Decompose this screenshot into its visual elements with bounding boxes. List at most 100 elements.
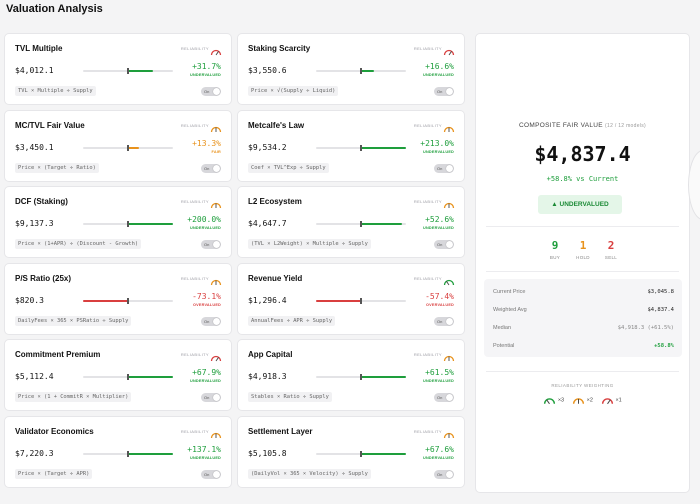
toggle-knob [446, 470, 453, 478]
toggle-knob [213, 164, 220, 172]
signal-count-buy: 9 BUY [540, 239, 570, 260]
model-card: Metcalfe's Law RELIABILITY $9,534.2 +213… [237, 109, 465, 182]
reliability-label: RELIABILITY [180, 352, 209, 357]
model-toggle[interactable]: On [434, 316, 454, 326]
model-toggle[interactable]: On [201, 163, 221, 173]
model-percent: +31.7% [192, 62, 221, 71]
model-card: DCF (Staking) RELIABILITY $9,137.3 +200.… [4, 186, 232, 258]
toggle-knob [446, 164, 453, 172]
reliability-gauge-icon [210, 426, 222, 438]
reliability-label: RELIABILITY [180, 428, 209, 434]
reliability-label: RELIABILITY [413, 275, 442, 281]
model-formula: (DailyVol × 365 × Velocity) ÷ Supply [248, 468, 371, 479]
current-price-marker [127, 144, 129, 151]
current-price-marker [360, 374, 362, 380]
model-percent: +200.0% [187, 215, 221, 224]
valuation-bar-fill [128, 452, 173, 455]
model-percent: -73.1% [192, 291, 221, 301]
valuation-bar [83, 68, 173, 74]
valuation-bar [316, 68, 406, 74]
model-name: Staking Scarcity [248, 44, 311, 53]
model-formula: AnnualFees ÷ APR ÷ Supply [248, 315, 336, 326]
toggle-label: On [204, 242, 210, 247]
model-price: $4,647.7 [248, 219, 287, 228]
models-count-note: (12 / 12 models) [605, 123, 646, 129]
stat-row: Weighted Avg $4,837.4 [493, 307, 674, 317]
model-toggle[interactable]: On [434, 240, 454, 249]
reliability-label: RELIABILITY [413, 352, 442, 357]
valuation-bar [316, 297, 406, 304]
valuation-bar-fill [128, 376, 173, 378]
reliability-weighting-legend: ×3 ×2 ×1 [476, 395, 689, 405]
model-card: App Capital RELIABILITY $4,918.3 +61.5% … [237, 339, 465, 411]
valuation-bar [316, 221, 406, 227]
signal-label: SELL [604, 255, 618, 260]
model-percent: +213.0% [420, 138, 454, 148]
toggle-label: On [437, 318, 443, 324]
valuation-bar-fill [83, 299, 128, 302]
toggle-label: On [204, 165, 210, 171]
toggle-label: On [204, 89, 210, 94]
valuation-bar [83, 374, 173, 380]
model-status: UNDERVALUED [423, 379, 454, 383]
model-price: $820.3 [15, 295, 44, 305]
signal-count: 9 [551, 239, 559, 252]
current-price-marker [360, 450, 362, 457]
model-name: MC/TVL Fair Value [15, 120, 85, 130]
reliability-gauge-icon [443, 196, 455, 209]
status-badge: ▲ UNDERVALUED [538, 195, 622, 214]
model-status: UNDERVALUED [423, 455, 454, 460]
model-status: OVERVALUED [192, 302, 221, 307]
model-price: $9,534.2 [248, 142, 287, 152]
stat-value: $3,045.8 [647, 289, 675, 295]
reliability-gauge-icon [443, 273, 455, 285]
valuation-bar [83, 144, 173, 151]
status-badge-label: UNDERVALUED [559, 201, 609, 208]
current-price-marker [127, 221, 129, 227]
model-status: UNDERVALUED [190, 226, 221, 230]
model-price: $7,220.3 [15, 448, 54, 458]
current-price-marker [127, 297, 129, 304]
valuation-bar-fill [361, 70, 374, 72]
model-toggle[interactable]: On [434, 393, 454, 402]
composite-heading-text: COMPOSITE FAIR VALUE [519, 122, 603, 129]
model-toggle[interactable]: On [201, 469, 221, 479]
weighting-item: ×3 [543, 395, 564, 405]
toggle-knob [213, 241, 220, 248]
toggle-label: On [204, 318, 210, 324]
model-status: UNDERVALUED [423, 226, 454, 230]
toggle-knob [446, 394, 453, 401]
model-name: Revenue Yield [248, 273, 303, 283]
model-toggle[interactable]: On [201, 316, 221, 326]
toggle-knob [213, 394, 220, 401]
toggle-knob [213, 317, 220, 325]
stat-row: Current Price $3,045.8 [493, 289, 674, 299]
current-price-marker [360, 144, 362, 151]
model-formula: Price × (Target ÷ APR) [15, 468, 93, 479]
stat-label: Current Price [493, 289, 526, 295]
toggle-label: On [437, 165, 443, 171]
model-formula: Price × (1+APR) ÷ (Discount - Growth) [15, 239, 142, 249]
model-toggle[interactable]: On [201, 87, 221, 96]
valuation-bar [83, 297, 173, 304]
reliability-gauge-icon [210, 43, 222, 56]
valuation-bar-fill [128, 146, 139, 149]
signal-count: 2 [607, 239, 615, 252]
model-toggle[interactable]: On [434, 87, 454, 96]
reliability-label: RELIABILITY [180, 199, 209, 204]
model-toggle[interactable]: On [434, 163, 454, 173]
model-percent: +67.9% [192, 368, 221, 377]
model-card: L2 Ecosystem RELIABILITY $4,647.7 +52.6%… [237, 186, 465, 258]
model-toggle[interactable]: On [201, 240, 221, 249]
model-percent: +61.5% [425, 368, 454, 377]
reliability-label: RELIABILITY [180, 122, 209, 128]
toggle-label: On [437, 395, 443, 400]
model-toggle[interactable]: On [434, 469, 454, 479]
signal-label: BUY [549, 255, 561, 260]
model-status: UNDERVALUED [190, 455, 221, 460]
toggle-knob [446, 317, 453, 325]
reliability-label: RELIABILITY [413, 428, 442, 434]
model-toggle[interactable]: On [201, 393, 221, 402]
weighting-multiplier: ×2 [586, 397, 593, 404]
reliability-gauge-icon [572, 397, 585, 404]
